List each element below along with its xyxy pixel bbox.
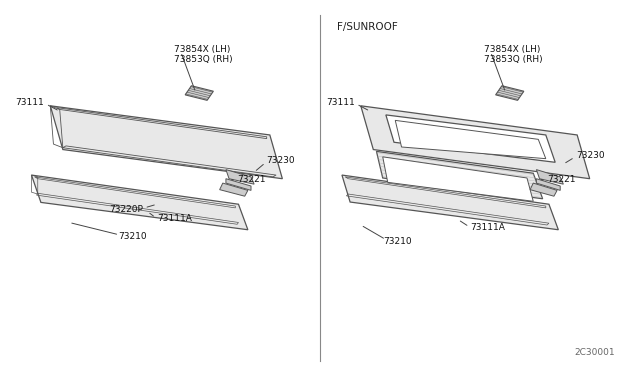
Text: 73221: 73221 (547, 175, 575, 184)
Polygon shape (386, 115, 556, 162)
Text: 73220P: 73220P (109, 205, 143, 214)
Polygon shape (31, 175, 248, 230)
Text: 73111A: 73111A (157, 214, 192, 223)
Polygon shape (226, 170, 254, 184)
Polygon shape (536, 179, 560, 190)
Text: 73221: 73221 (237, 175, 266, 184)
Polygon shape (383, 157, 533, 201)
Polygon shape (376, 151, 543, 199)
Polygon shape (220, 183, 248, 196)
Text: 73210: 73210 (383, 237, 412, 246)
Text: 73854X (LH): 73854X (LH) (484, 45, 541, 54)
Text: 2C30001: 2C30001 (574, 348, 615, 357)
Text: 73230: 73230 (576, 151, 605, 160)
Text: 73853Q (RH): 73853Q (RH) (484, 55, 543, 64)
Polygon shape (51, 106, 282, 179)
Text: 73210: 73210 (118, 232, 147, 241)
Polygon shape (396, 121, 546, 159)
Polygon shape (361, 106, 589, 179)
Text: 73111: 73111 (326, 98, 355, 107)
Polygon shape (185, 86, 213, 100)
Text: 73111: 73111 (15, 98, 44, 107)
Polygon shape (226, 179, 251, 190)
Polygon shape (495, 86, 524, 100)
Polygon shape (536, 170, 563, 184)
Polygon shape (530, 183, 557, 196)
Polygon shape (342, 175, 558, 230)
Text: 73854X (LH): 73854X (LH) (175, 45, 231, 54)
Text: 73111A: 73111A (470, 224, 506, 232)
Text: 73853Q (RH): 73853Q (RH) (175, 55, 233, 64)
Text: 73230: 73230 (267, 156, 295, 165)
Text: F/SUNROOF: F/SUNROOF (337, 22, 397, 32)
